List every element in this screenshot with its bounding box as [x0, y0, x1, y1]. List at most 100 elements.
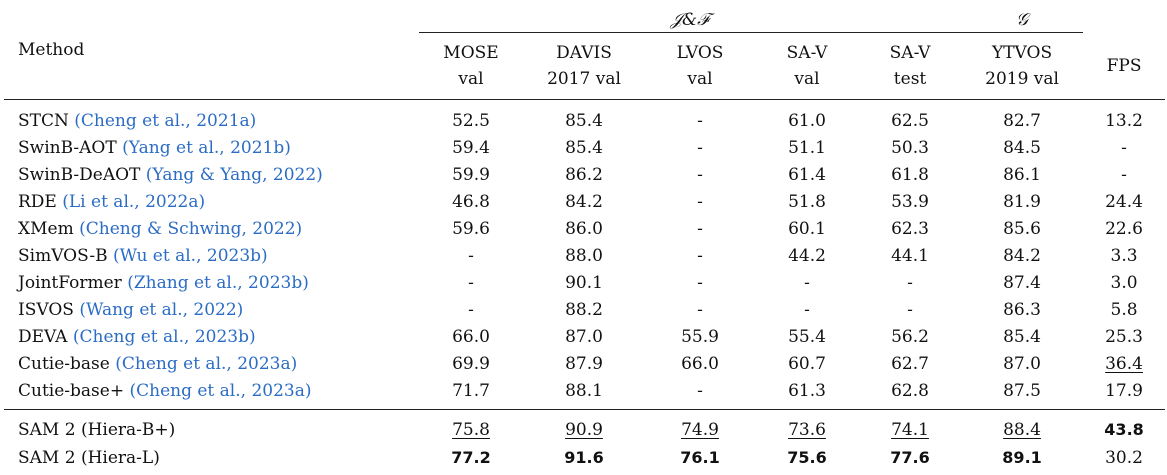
value-cell: 13.2: [1083, 99, 1165, 135]
value-text: -: [804, 300, 810, 320]
value-cell: 87.4: [961, 270, 1083, 297]
value-text: 74.1: [891, 419, 929, 440]
citation-link[interactable]: (Cheng & Schwing, 2022): [79, 219, 303, 239]
value-text: -: [468, 246, 474, 266]
lvos-header-line2: val: [687, 68, 713, 89]
value-text: 59.9: [452, 165, 490, 185]
ytvos-header-line2: 2019 val: [985, 68, 1059, 89]
value-cell: 85.4: [523, 99, 645, 135]
value-cell: 5.8: [1083, 297, 1165, 324]
sav-val-header-line1: SA-V: [786, 42, 828, 63]
value-text: 5.8: [1110, 300, 1138, 320]
method-cell: SAM 2 (Hiera-B+): [4, 409, 419, 444]
sav-test-column-header: SA-V test: [859, 33, 961, 100]
value-text: 88.1: [565, 381, 603, 401]
value-cell: 30.2: [1083, 444, 1165, 472]
table-row: RDE (Li et al., 2022a) 46.8 84.2 - 51.8 53.9 8…: [4, 189, 1165, 216]
method-name: RDE: [18, 192, 57, 212]
method-cell: SwinB-AOT (Yang et al., 2021b): [4, 135, 419, 162]
value-text: 55.4: [788, 327, 826, 347]
value-cell: 61.4: [755, 162, 859, 189]
value-cell: 60.1: [755, 216, 859, 243]
table-row: Cutie-base (Cheng et al., 2023a) 69.9 87.9…: [4, 351, 1165, 378]
value-text: 46.8: [452, 192, 490, 212]
value-cell: 61.8: [859, 162, 961, 189]
jf-group-header: 𝒥&ℱ: [419, 0, 962, 33]
method-name: SAM 2 (Hiera-B+): [18, 419, 176, 440]
method-cell: DEVA (Cheng et al., 2023b): [4, 324, 419, 351]
method-name: STCN: [18, 111, 69, 131]
citation-link[interactable]: (Cheng et al., 2023a): [129, 381, 312, 401]
value-cell: 59.6: [419, 216, 523, 243]
value-text: -: [804, 273, 810, 293]
value-cell: 51.8: [755, 189, 859, 216]
value-cell: 62.8: [859, 378, 961, 410]
value-text: -: [907, 300, 913, 320]
value-cell: 24.4: [1083, 189, 1165, 216]
value-text: -: [697, 138, 703, 158]
sav-val-header-line2: val: [794, 68, 820, 89]
method-name: JointFormer: [18, 273, 122, 293]
value-cell: 86.2: [523, 162, 645, 189]
table-row: SAM 2 (Hiera-B+) 75.8 90.9 74.9 73.6 74.1 88.4…: [4, 409, 1165, 444]
value-text: 50.3: [891, 138, 929, 158]
citation-link[interactable]: (Yang et al., 2021b): [122, 138, 291, 158]
citation-link[interactable]: (Cheng et al., 2021a): [74, 111, 257, 131]
value-cell: 88.4: [961, 409, 1083, 444]
value-text: 84.5: [1003, 138, 1041, 158]
value-text: 52.5: [452, 111, 490, 131]
citation-link[interactable]: (Wang et al., 2022): [79, 300, 244, 320]
sam2-rows: SAM 2 (Hiera-B+) 75.8 90.9 74.9 73.6 74.1 88.4…: [4, 409, 1166, 472]
mose-header-line1: MOSE: [443, 42, 499, 63]
value-cell: 75.6: [755, 444, 859, 472]
mose-header-line2: val: [458, 68, 484, 89]
value-text: 87.9: [565, 354, 603, 374]
value-text: 88.2: [565, 300, 603, 320]
method-cell: SwinB-DeAOT (Yang & Yang, 2022): [4, 162, 419, 189]
citation-link[interactable]: (Zhang et al., 2023b): [127, 273, 309, 293]
value-cell: 87.9: [523, 351, 645, 378]
value-cell: 74.1: [859, 409, 961, 444]
value-cell: 71.7: [419, 378, 523, 410]
value-text: 62.5: [891, 111, 929, 131]
citation-link[interactable]: (Wu et al., 2023b): [113, 246, 268, 266]
value-cell: 55.9: [645, 324, 755, 351]
value-cell: -: [859, 297, 961, 324]
value-cell: 91.6: [523, 444, 645, 472]
table-row: SAM 2 (Hiera-L) 77.2 91.6 76.1 75.6 77.6 89.1 3…: [4, 444, 1165, 472]
value-text: 3.0: [1110, 273, 1138, 293]
citation-link[interactable]: (Li et al., 2022a): [62, 192, 206, 212]
citation-link[interactable]: (Yang & Yang, 2022): [145, 165, 323, 185]
value-cell: -: [859, 270, 961, 297]
value-text: 24.4: [1105, 192, 1143, 212]
value-cell: 22.6: [1083, 216, 1165, 243]
value-text: -: [1121, 138, 1127, 158]
table-row: DEVA (Cheng et al., 2023b) 66.0 87.0 55.9 55…: [4, 324, 1165, 351]
value-cell: 53.9: [859, 189, 961, 216]
method-cell: STCN (Cheng et al., 2021a): [4, 99, 419, 135]
value-cell: -: [1083, 162, 1165, 189]
value-text: 61.3: [788, 381, 826, 401]
value-text: -: [697, 300, 703, 320]
value-cell: 56.2: [859, 324, 961, 351]
value-cell: 88.1: [523, 378, 645, 410]
value-cell: -: [645, 297, 755, 324]
table-row: SwinB-DeAOT (Yang & Yang, 2022) 59.9 86.2 -…: [4, 162, 1165, 189]
davis-header-line1: DAVIS: [556, 42, 612, 63]
citation-link[interactable]: (Cheng et al., 2023a): [115, 354, 298, 374]
value-cell: 52.5: [419, 99, 523, 135]
vos-results-table: 𝒥&ℱ 𝒢 Method MOSE val DAVIS 2017 val LVOS v…: [4, 0, 1166, 472]
value-cell: 85.6: [961, 216, 1083, 243]
value-cell: 59.9: [419, 162, 523, 189]
method-name: DEVA: [18, 327, 68, 347]
value-text: 51.8: [788, 192, 826, 212]
value-text: 87.5: [1003, 381, 1041, 401]
value-cell: 66.0: [419, 324, 523, 351]
value-cell: 85.4: [961, 324, 1083, 351]
value-cell: 3.3: [1083, 243, 1165, 270]
citation-link[interactable]: (Cheng et al., 2023b): [72, 327, 256, 347]
value-text: 89.1: [1002, 447, 1042, 467]
value-cell: 73.6: [755, 409, 859, 444]
value-text: 75.8: [452, 419, 490, 440]
value-cell: 81.9: [961, 189, 1083, 216]
